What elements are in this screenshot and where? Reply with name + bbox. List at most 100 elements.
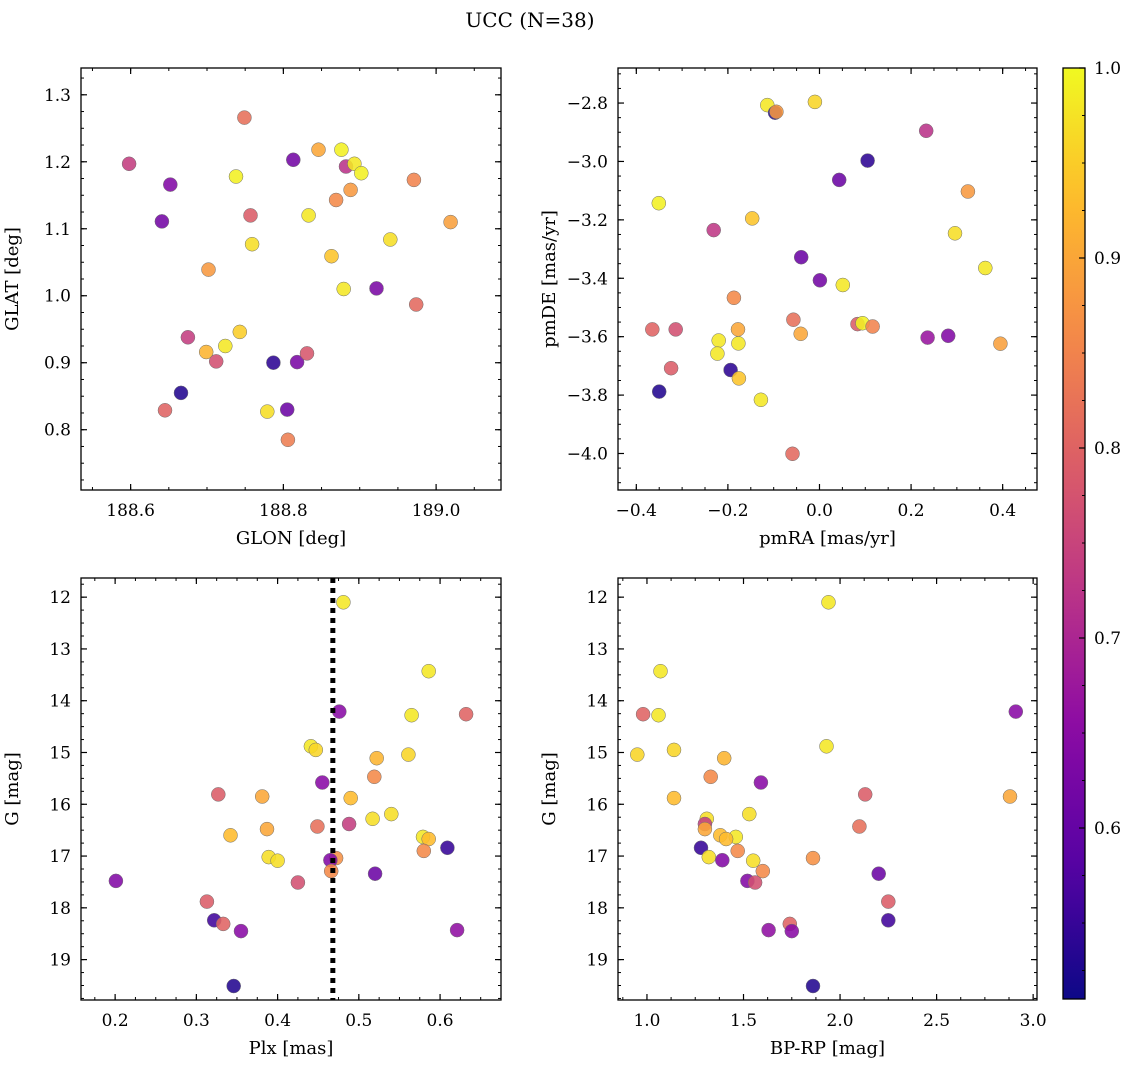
data-point <box>918 123 934 139</box>
x-tick-label: 189.0 <box>412 501 461 521</box>
data-point <box>108 873 124 889</box>
y-tick-label: 19 <box>49 951 71 971</box>
data-point <box>226 978 241 994</box>
data-point <box>243 208 258 223</box>
data-point <box>753 775 769 790</box>
colorbar-tick-label: 0.6 <box>1094 819 1121 839</box>
data-point <box>645 322 660 337</box>
data-point <box>805 978 821 994</box>
data-point <box>793 326 808 342</box>
data-point <box>449 922 465 938</box>
data-point <box>747 875 763 890</box>
y-tick-label: −3.2 <box>567 211 608 231</box>
y-tick-label: 18 <box>586 899 608 919</box>
axes-frame <box>617 577 1038 1001</box>
data-point <box>731 371 747 386</box>
data-point <box>805 850 821 866</box>
y-tick-label: 1.3 <box>44 86 71 106</box>
data-point <box>786 312 801 327</box>
data-point <box>301 208 316 223</box>
x-tick-label: 0.2 <box>102 1011 129 1031</box>
y-tick-label: −3.4 <box>567 269 608 289</box>
data-point <box>881 894 896 909</box>
data-point <box>324 248 339 264</box>
data-point <box>703 769 718 785</box>
data-point <box>769 104 784 120</box>
data-point <box>290 875 306 890</box>
data-point <box>157 403 173 418</box>
data-point <box>668 322 683 337</box>
data-point <box>367 866 383 881</box>
data-point <box>315 775 330 790</box>
x-tick-label: 2.5 <box>923 1011 950 1031</box>
data-point <box>173 385 189 401</box>
data-point <box>266 355 281 370</box>
data-point <box>254 789 270 804</box>
data-point <box>406 172 422 188</box>
data-point <box>458 706 474 722</box>
data-point <box>369 281 384 296</box>
y-tick-label: 17 <box>586 847 608 867</box>
data-point <box>784 923 800 939</box>
x-tick-label: 0.0 <box>806 501 833 521</box>
x-tick-label: 0.6 <box>427 1011 454 1031</box>
data-point <box>744 211 760 226</box>
data-point <box>860 153 875 168</box>
y-tick-label: −3.6 <box>567 328 608 348</box>
data-point <box>785 446 800 462</box>
y-tick-label: 0.9 <box>44 354 71 374</box>
y-tick-label: 1.1 <box>44 220 71 240</box>
data-point <box>328 192 344 208</box>
y-tick-label: −3.8 <box>567 386 608 406</box>
data-point <box>215 916 231 932</box>
y-axis-label: G [mag] <box>2 752 23 825</box>
data-point <box>871 866 886 881</box>
data-point <box>731 336 746 351</box>
data-point <box>831 172 847 188</box>
data-point <box>742 806 757 822</box>
data-point <box>940 328 956 344</box>
y-tick-label: 0.8 <box>44 421 71 441</box>
y-tick-label: 1.0 <box>44 287 71 307</box>
data-point <box>978 260 993 276</box>
x-tick-label: 0.3 <box>183 1011 210 1031</box>
x-tick-label: 3.0 <box>1020 1011 1047 1031</box>
data-point <box>154 214 170 229</box>
data-point <box>651 384 667 399</box>
y-tick-label: 12 <box>586 588 608 608</box>
data-point <box>289 354 305 370</box>
data-point <box>286 152 301 168</box>
data-point <box>653 663 668 679</box>
data-point <box>237 110 252 125</box>
data-point <box>383 232 398 247</box>
data-point <box>365 811 380 827</box>
data-point <box>761 922 776 938</box>
data-point <box>180 330 196 345</box>
x-tick-label: 0.2 <box>898 501 925 521</box>
colorbar-tick-label: 0.7 <box>1094 629 1121 649</box>
y-tick-label: 17 <box>49 847 71 867</box>
colorbar-tick-label: 0.8 <box>1094 439 1121 459</box>
data-point <box>881 913 896 928</box>
x-tick-label: 2.0 <box>827 1011 854 1031</box>
data-point <box>706 222 721 238</box>
x-tick-label: −0.4 <box>616 501 657 521</box>
colorbar-tick-label: 1.0 <box>1094 59 1121 79</box>
y-axis-label: pmDE [mas/yr] <box>539 210 560 348</box>
data-point <box>443 214 458 230</box>
data-point <box>835 277 851 293</box>
data-point <box>1002 789 1018 804</box>
x-axis-label: Plx [mas] <box>249 1038 334 1059</box>
data-point <box>121 156 137 172</box>
x-tick-label: 1.5 <box>730 1011 757 1031</box>
data-point <box>260 404 275 419</box>
y-tick-label: 15 <box>49 743 71 763</box>
data-point <box>259 821 275 837</box>
data-point <box>201 262 216 277</box>
colorbar: 0.6 0.7 0.8 0.9 1.0 <box>1062 59 1121 1000</box>
data-point <box>232 324 248 340</box>
data-point <box>666 742 682 758</box>
data-point <box>308 742 324 758</box>
data-point <box>663 360 679 376</box>
data-point <box>730 843 745 859</box>
